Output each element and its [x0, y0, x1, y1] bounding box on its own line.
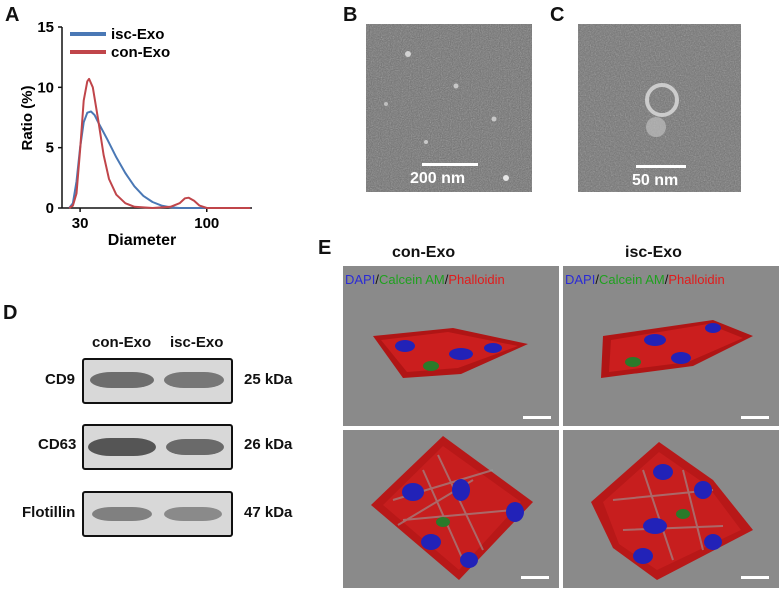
scale-bar-e1 [523, 416, 551, 419]
x-tick-label: 30 [72, 215, 89, 232]
confocal-top-con [343, 430, 559, 588]
blot-col-isc: isc-Exo [170, 334, 224, 351]
blot-cd63 [82, 424, 233, 470]
chart-lines [68, 77, 251, 209]
cell-sheet-top-isc [591, 442, 753, 580]
y-tick-label: 15 [37, 19, 54, 36]
band-cd63-con [88, 438, 156, 456]
exosome-vesicle [646, 117, 666, 137]
series-line-isc-Exo [68, 110, 251, 209]
blot-row-label-flotillin: Flotillin [22, 504, 76, 521]
confocal-top-isc [563, 430, 779, 588]
scale-bar-b [422, 163, 478, 166]
scale-bar-e2 [741, 416, 769, 419]
stain-legend-con: DAPI/Calcein AM/Phalloidin [345, 272, 505, 287]
confocal-3d-con: DAPI/Calcein AM/Phalloidin [343, 266, 559, 426]
tem-image-b: 200 nm [366, 24, 532, 192]
series-line-con-Exo [68, 77, 251, 209]
chart-y-axis-label: Ratio (%) [19, 86, 36, 151]
blot-size-cd9: 25 kDa [244, 371, 293, 388]
stain-legend-isc: DAPI/Calcein AM/Phalloidin [565, 272, 725, 287]
y-tick-label: 0 [46, 200, 54, 217]
y-tick-label: 5 [46, 140, 54, 157]
scale-label-b: 200 nm [410, 170, 466, 187]
exosome-vesicle [645, 83, 679, 117]
panel-label-e: E [318, 237, 332, 259]
confocal-col-isc: isc-Exo [625, 244, 682, 261]
scale-bar-e4 [741, 576, 769, 579]
scale-bar-c [636, 165, 686, 168]
blot-flotillin [82, 491, 233, 537]
blot-size-cd63: 26 kDa [244, 436, 293, 453]
scale-bar-e3 [521, 576, 549, 579]
cell-sheet-top-con [371, 436, 533, 580]
confocal-3d-isc: DAPI/Calcein AM/Phalloidin [563, 266, 779, 426]
band-cd63-isc [166, 439, 224, 455]
confocal-col-con: con-Exo [392, 244, 456, 261]
x-tick-label: 100 [194, 215, 219, 232]
blot-cd9 [82, 358, 233, 404]
panel-label-c: C [550, 4, 565, 26]
blot-row-label-cd9: CD9 [45, 371, 76, 388]
panel-label-b: B [343, 4, 358, 26]
blot-col-con: con-Exo [92, 334, 152, 351]
band-cd9-con [90, 372, 154, 388]
stain-phalloidin: Phalloidin [448, 272, 505, 287]
band-flotillin-con [92, 507, 152, 521]
band-cd9-isc [164, 372, 224, 388]
panel-label-a: A [5, 4, 20, 26]
chart-x-axis-label: Diameter [108, 232, 176, 249]
blot-row-label-cd63: CD63 [38, 436, 77, 453]
tem-texture-c [578, 24, 741, 192]
legend-label: con-Exo [111, 44, 170, 61]
y-tick-label: 10 [37, 79, 54, 96]
tem-image-c: 50 nm [578, 24, 741, 192]
stain-dapi: DAPI [345, 272, 376, 287]
blot-size-flotillin: 47 kDa [244, 504, 293, 521]
cell-sheet-3d-con [373, 328, 528, 378]
band-flotillin-isc [164, 507, 222, 521]
legend-label: isc-Exo [111, 26, 164, 43]
cell-sheet-3d-isc [601, 320, 753, 378]
stain-calcein: Calcein AM [378, 272, 445, 287]
scale-label-c: 50 nm [632, 172, 679, 189]
panel-label-d: D [3, 302, 18, 324]
tem-texture-b [366, 24, 532, 192]
